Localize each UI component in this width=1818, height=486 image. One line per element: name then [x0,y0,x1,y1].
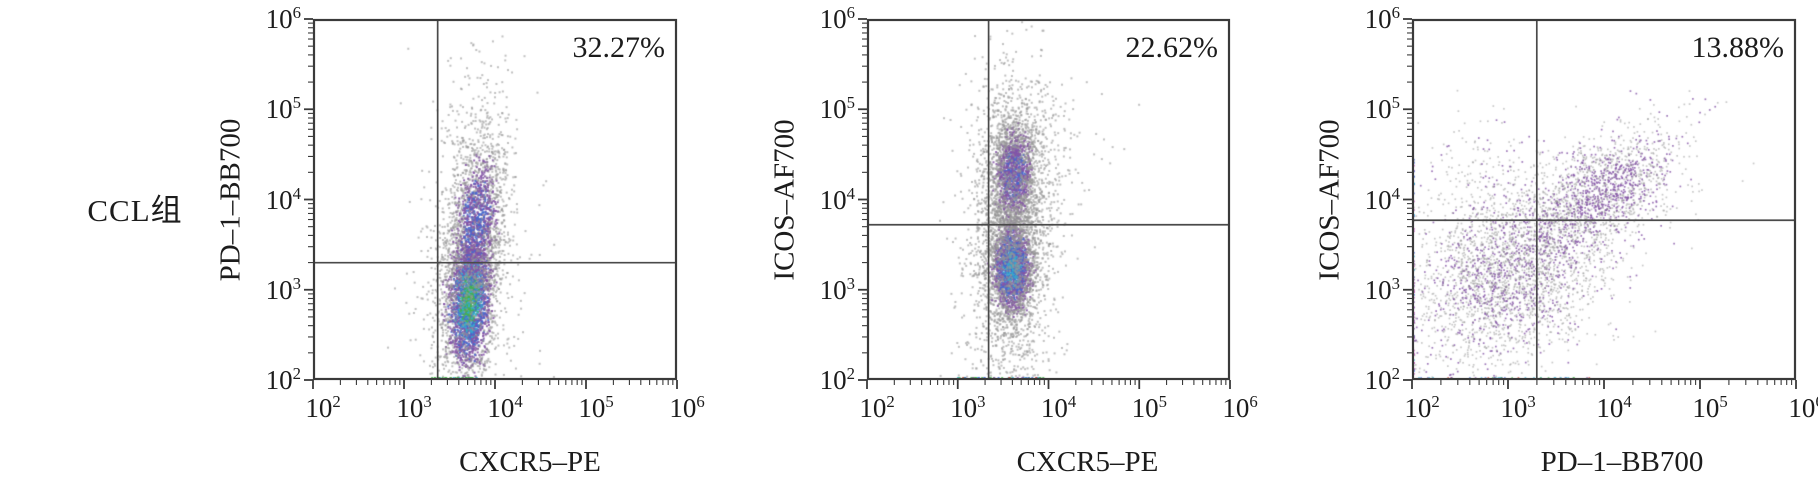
scatter-points-canvas [867,19,1230,380]
y-tick-label: 103 [1364,273,1400,305]
scatter-points-canvas [1412,19,1796,380]
y-tick-label: 104 [265,183,301,215]
quadrant-percentage: 13.88% [1691,31,1785,64]
y-tick-label: 104 [1364,183,1400,215]
scatter-points-canvas [313,19,677,380]
x-tick-label: 104 [487,392,523,423]
y-tick-label: 105 [1364,93,1400,125]
x-tick-label: 102 [1404,392,1440,423]
x-axis-title: PD–1–BB700 [1540,446,1704,478]
x-tick-label: 103 [1500,392,1536,423]
quadrant-percentage: 32.27% [572,31,666,64]
y-axis-title: ICOS–AF700 [1313,118,1346,281]
y-tick-label: 105 [819,93,855,125]
x-tick-label: 104 [1040,392,1077,423]
quadrant-percentage: 22.62% [1125,31,1219,64]
x-tick-label: 105 [578,392,614,423]
x-tick-label: 102 [305,392,341,423]
y-tick-label: 106 [819,3,855,34]
x-tick-label: 105 [1131,392,1167,423]
y-axis-title: PD–1–BB700 [214,118,247,281]
y-tick-label: 105 [265,93,301,125]
plot-area: 13.88% [1403,18,1797,389]
x-tick-label: 103 [396,392,432,423]
x-tick-label: 105 [1692,392,1728,423]
group-label: CCL组 [87,193,183,228]
x-tick-label: 106 [669,392,705,423]
y-axis-title: ICOS–AF700 [768,118,801,281]
y-tick-label: 103 [265,273,301,305]
axes-frame [1403,18,1797,389]
y-tick-label: 106 [265,3,301,34]
axes-frame [304,18,678,389]
x-tick-label: 103 [950,392,986,423]
plot-area: 32.27% [304,18,678,389]
y-tick-label: 102 [1364,364,1400,395]
y-tick-label: 103 [819,273,855,305]
x-axis-title: CXCR5–PE [459,446,601,478]
x-tick-label: 102 [859,392,895,423]
x-tick-label: 106 [1222,392,1258,423]
x-tick-label: 106 [1788,393,1818,423]
y-tick-label: 102 [819,364,855,395]
y-tick-label: 104 [819,183,855,215]
y-tick-label: 102 [265,364,301,395]
x-tick-label: 104 [1596,392,1632,423]
plot-area: 22.62% [858,18,1231,389]
axes-frame [858,18,1231,389]
x-axis-title: CXCR5–PE [1016,446,1159,478]
y-tick-label: 106 [1364,3,1400,34]
